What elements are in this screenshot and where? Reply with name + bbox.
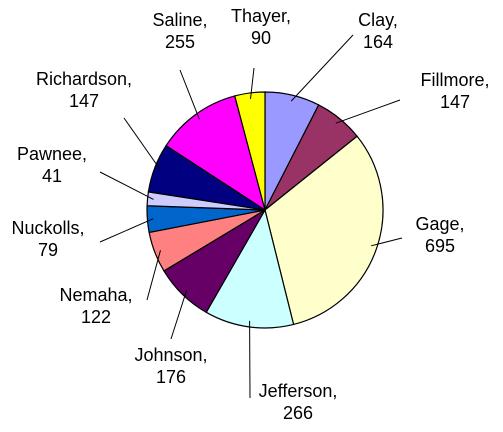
leader-line-fillmore xyxy=(335,99,401,124)
label-value-johnson: 176 xyxy=(156,367,186,387)
label-value-richardson: 147 xyxy=(69,91,99,111)
label-name-saline: Saline, xyxy=(152,10,207,30)
slice-gage xyxy=(264,135,384,326)
label-gage: Gage, 695 xyxy=(415,214,464,256)
label-pawnee: Pawnee, 41 xyxy=(17,144,87,186)
label-name-jefferson: Jefferson, xyxy=(259,381,338,401)
slice-jefferson xyxy=(205,208,295,329)
leader-line-johnson xyxy=(170,289,188,340)
label-clay: Clay, 164 xyxy=(358,10,398,52)
label-value-gage: 695 xyxy=(425,236,455,256)
label-jefferson: Jefferson, 266 xyxy=(259,381,338,423)
label-name-nemaha: Nemaha, xyxy=(59,285,132,305)
label-name-johnson: Johnson, xyxy=(134,345,207,365)
label-nuckolls: Nuckolls, 79 xyxy=(11,218,84,260)
label-name-gage: Gage, xyxy=(415,214,464,234)
label-saline: Saline, 255 xyxy=(152,10,207,52)
label-value-clay: 164 xyxy=(363,32,393,52)
leader-line-gage xyxy=(370,237,403,247)
label-value-saline: 255 xyxy=(165,32,195,52)
slice-thayer xyxy=(234,91,266,211)
leader-line-richardson xyxy=(123,117,161,171)
label-johnson: Johnson, 176 xyxy=(134,345,207,387)
leader-line-pawnee xyxy=(99,171,154,200)
label-name-pawnee: Pawnee, xyxy=(17,144,87,164)
label-fillmore: Fillmore, 147 xyxy=(420,70,489,112)
label-value-nuckolls: 79 xyxy=(38,240,58,260)
label-richardson: Richardson, 147 xyxy=(36,69,132,111)
pie-slices xyxy=(146,91,384,329)
leader-line-nemaha xyxy=(146,250,161,301)
label-name-richardson: Richardson, xyxy=(36,69,132,89)
leader-line-clay xyxy=(290,34,354,102)
leader-line-thayer xyxy=(250,67,255,99)
label-name-clay: Clay, xyxy=(358,10,398,30)
label-value-pawnee: 41 xyxy=(42,166,62,186)
label-value-jefferson: 266 xyxy=(283,403,313,423)
label-value-thayer: 90 xyxy=(251,28,271,48)
label-name-thayer: Thayer, xyxy=(231,6,291,26)
leader-line-nuckolls xyxy=(99,218,154,243)
leader-lines xyxy=(99,34,403,399)
label-value-nemaha: 122 xyxy=(81,307,111,327)
label-name-fillmore: Fillmore, xyxy=(420,70,489,90)
leader-line-saline xyxy=(179,69,200,120)
label-thayer: Thayer, 90 xyxy=(231,6,291,48)
slice-saline xyxy=(165,95,266,212)
label-value-fillmore: 147 xyxy=(440,92,470,112)
label-nemaha: Nemaha, 122 xyxy=(59,285,132,327)
label-name-nuckolls: Nuckolls, xyxy=(11,218,84,238)
